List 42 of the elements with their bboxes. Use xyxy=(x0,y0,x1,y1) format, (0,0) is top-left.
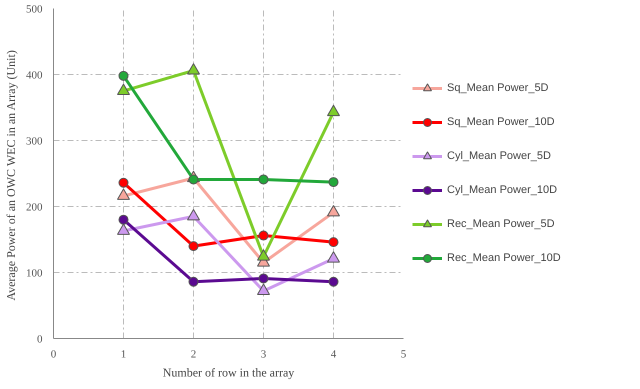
point xyxy=(258,273,268,284)
x-tick-label: 0 xyxy=(50,348,57,360)
y-tick-label: 300 xyxy=(26,136,43,148)
point xyxy=(118,214,128,225)
point xyxy=(258,230,268,241)
point xyxy=(327,205,340,216)
y-axis-title: Average Power of an OWC WEC in an Array (Unit) xyxy=(4,50,18,301)
x-tick-label: 5 xyxy=(400,348,407,360)
legend-label: Cyl_Mean Power_5D xyxy=(447,150,551,162)
legend-label: Rec_Mean Power_10D xyxy=(447,252,561,264)
point xyxy=(188,276,198,287)
y-tick-label: 0 xyxy=(37,334,43,346)
point xyxy=(327,104,340,116)
point xyxy=(118,70,128,81)
x-tick-label: 2 xyxy=(190,348,196,360)
legend-label: Rec_Mean Power_5D xyxy=(447,218,555,230)
point xyxy=(188,241,198,252)
y-tick-label: 500 xyxy=(26,4,43,16)
x-axis-title: Number of row in the array xyxy=(162,366,294,380)
point xyxy=(117,223,130,235)
y-tick-label: 100 xyxy=(26,268,43,280)
point xyxy=(328,237,338,248)
point xyxy=(187,63,200,75)
point xyxy=(117,84,130,95)
point xyxy=(187,208,200,220)
point xyxy=(328,276,338,287)
y-tick-label: 400 xyxy=(26,70,43,82)
point xyxy=(327,251,340,263)
legend-label: Sq_Mean Power_10D xyxy=(447,116,555,128)
point xyxy=(117,188,130,200)
x-tick-label: 4 xyxy=(330,348,337,360)
point xyxy=(257,284,270,295)
x-tick-label: 3 xyxy=(260,348,267,360)
point xyxy=(188,174,198,184)
legend-label: Cyl_Mean Power_10D xyxy=(447,184,558,196)
point xyxy=(328,177,338,188)
y-tick-label: 200 xyxy=(26,202,43,214)
x-tick-label: 1 xyxy=(120,348,126,360)
point xyxy=(258,174,268,184)
legend-label: Sq_Mean Power_5D xyxy=(447,82,549,94)
point xyxy=(118,178,128,188)
point xyxy=(257,249,270,261)
